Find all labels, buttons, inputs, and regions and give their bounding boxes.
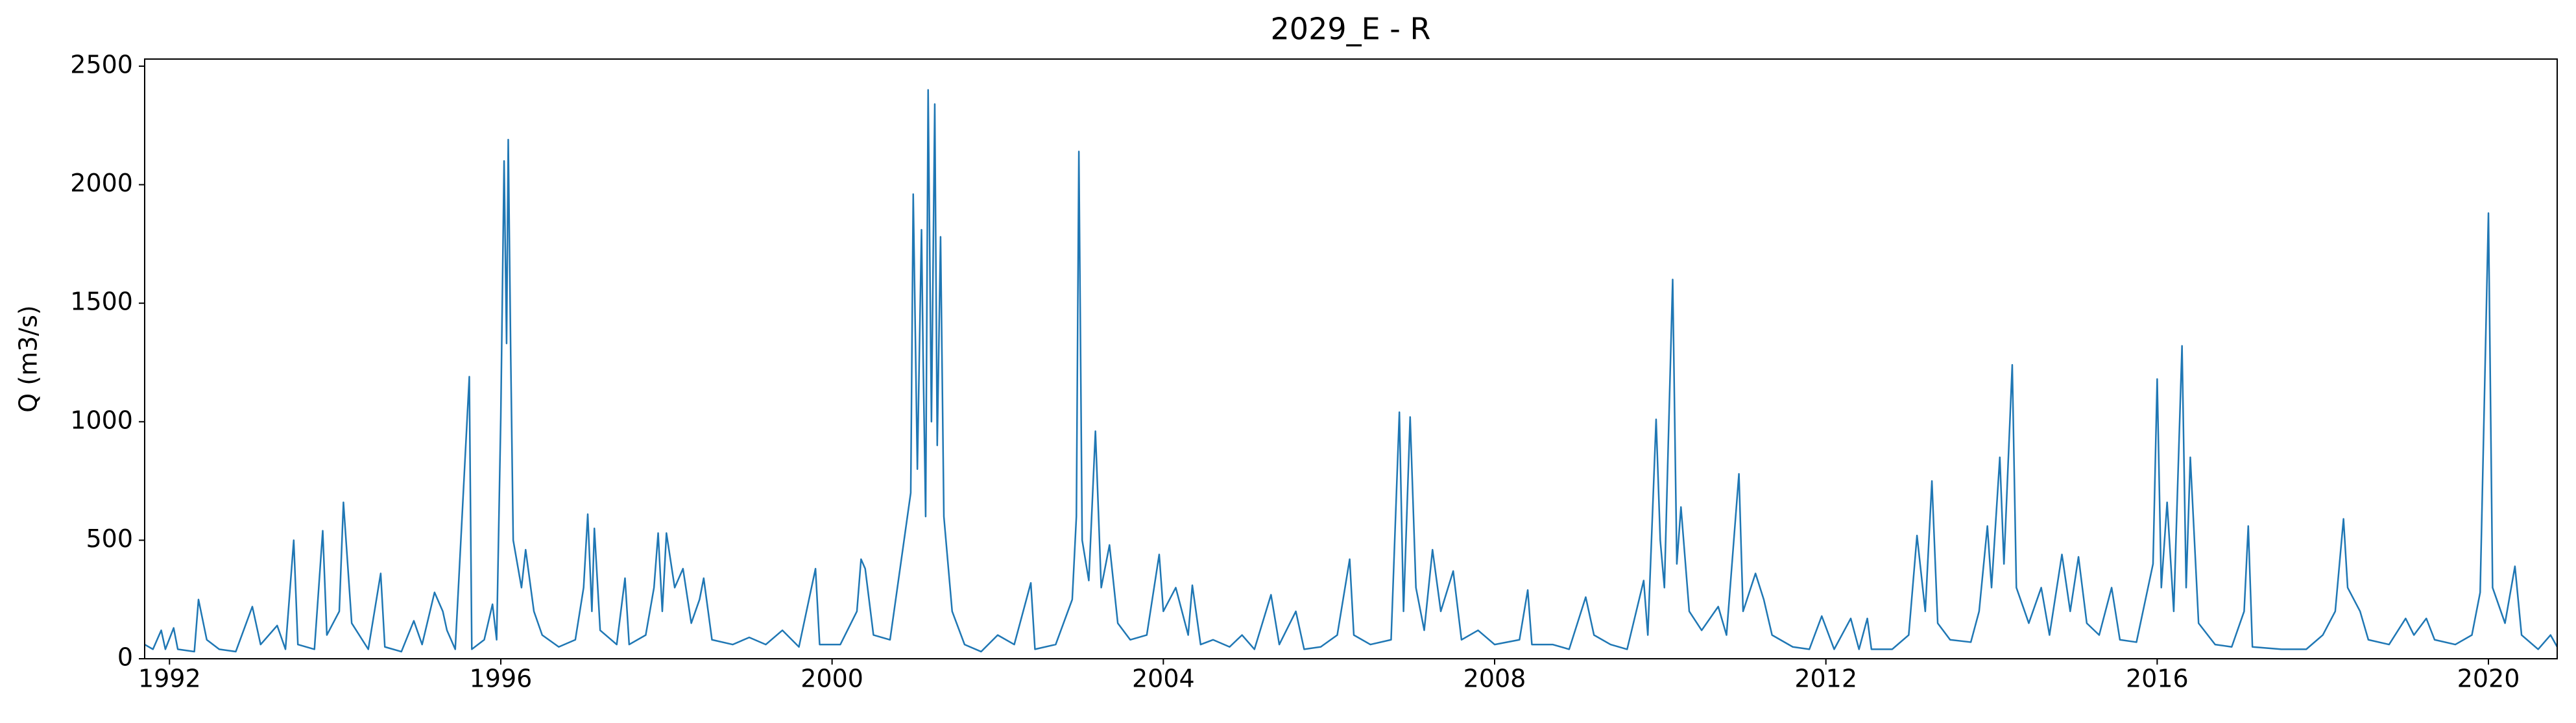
chart-title: 2029_E - R (1271, 12, 1431, 47)
x-tick-label: 2016 (2126, 665, 2189, 693)
y-tick-label: 1500 (70, 288, 133, 316)
plot-frame (144, 58, 2558, 659)
data-line (145, 89, 2557, 653)
x-tick-label: 1996 (470, 665, 533, 693)
x-tick-label: 2000 (800, 665, 863, 693)
x-tick-label: 2004 (1132, 665, 1195, 693)
y-axis-label: Q (m3/s) (14, 305, 43, 412)
y-tick-label: 0 (117, 643, 133, 672)
x-tick-label: 2020 (2457, 665, 2520, 693)
x-tick-label: 2008 (1463, 665, 1526, 693)
y-tick-label: 2500 (70, 50, 133, 79)
x-tick-label: 2012 (1794, 665, 1857, 693)
y-tick-label: 500 (86, 524, 133, 553)
y-tick-label: 1000 (70, 406, 133, 434)
y-tick-label: 2000 (70, 169, 133, 197)
x-tick-label: 1992 (138, 665, 201, 693)
